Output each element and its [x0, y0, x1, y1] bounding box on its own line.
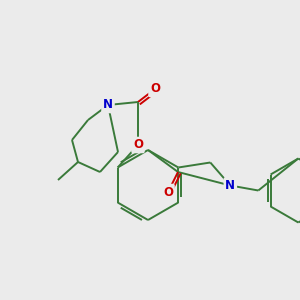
Text: O: O	[150, 82, 160, 95]
Text: N: N	[225, 179, 235, 192]
Text: O: O	[133, 139, 143, 152]
Text: N: N	[103, 98, 113, 112]
Text: O: O	[163, 185, 173, 199]
